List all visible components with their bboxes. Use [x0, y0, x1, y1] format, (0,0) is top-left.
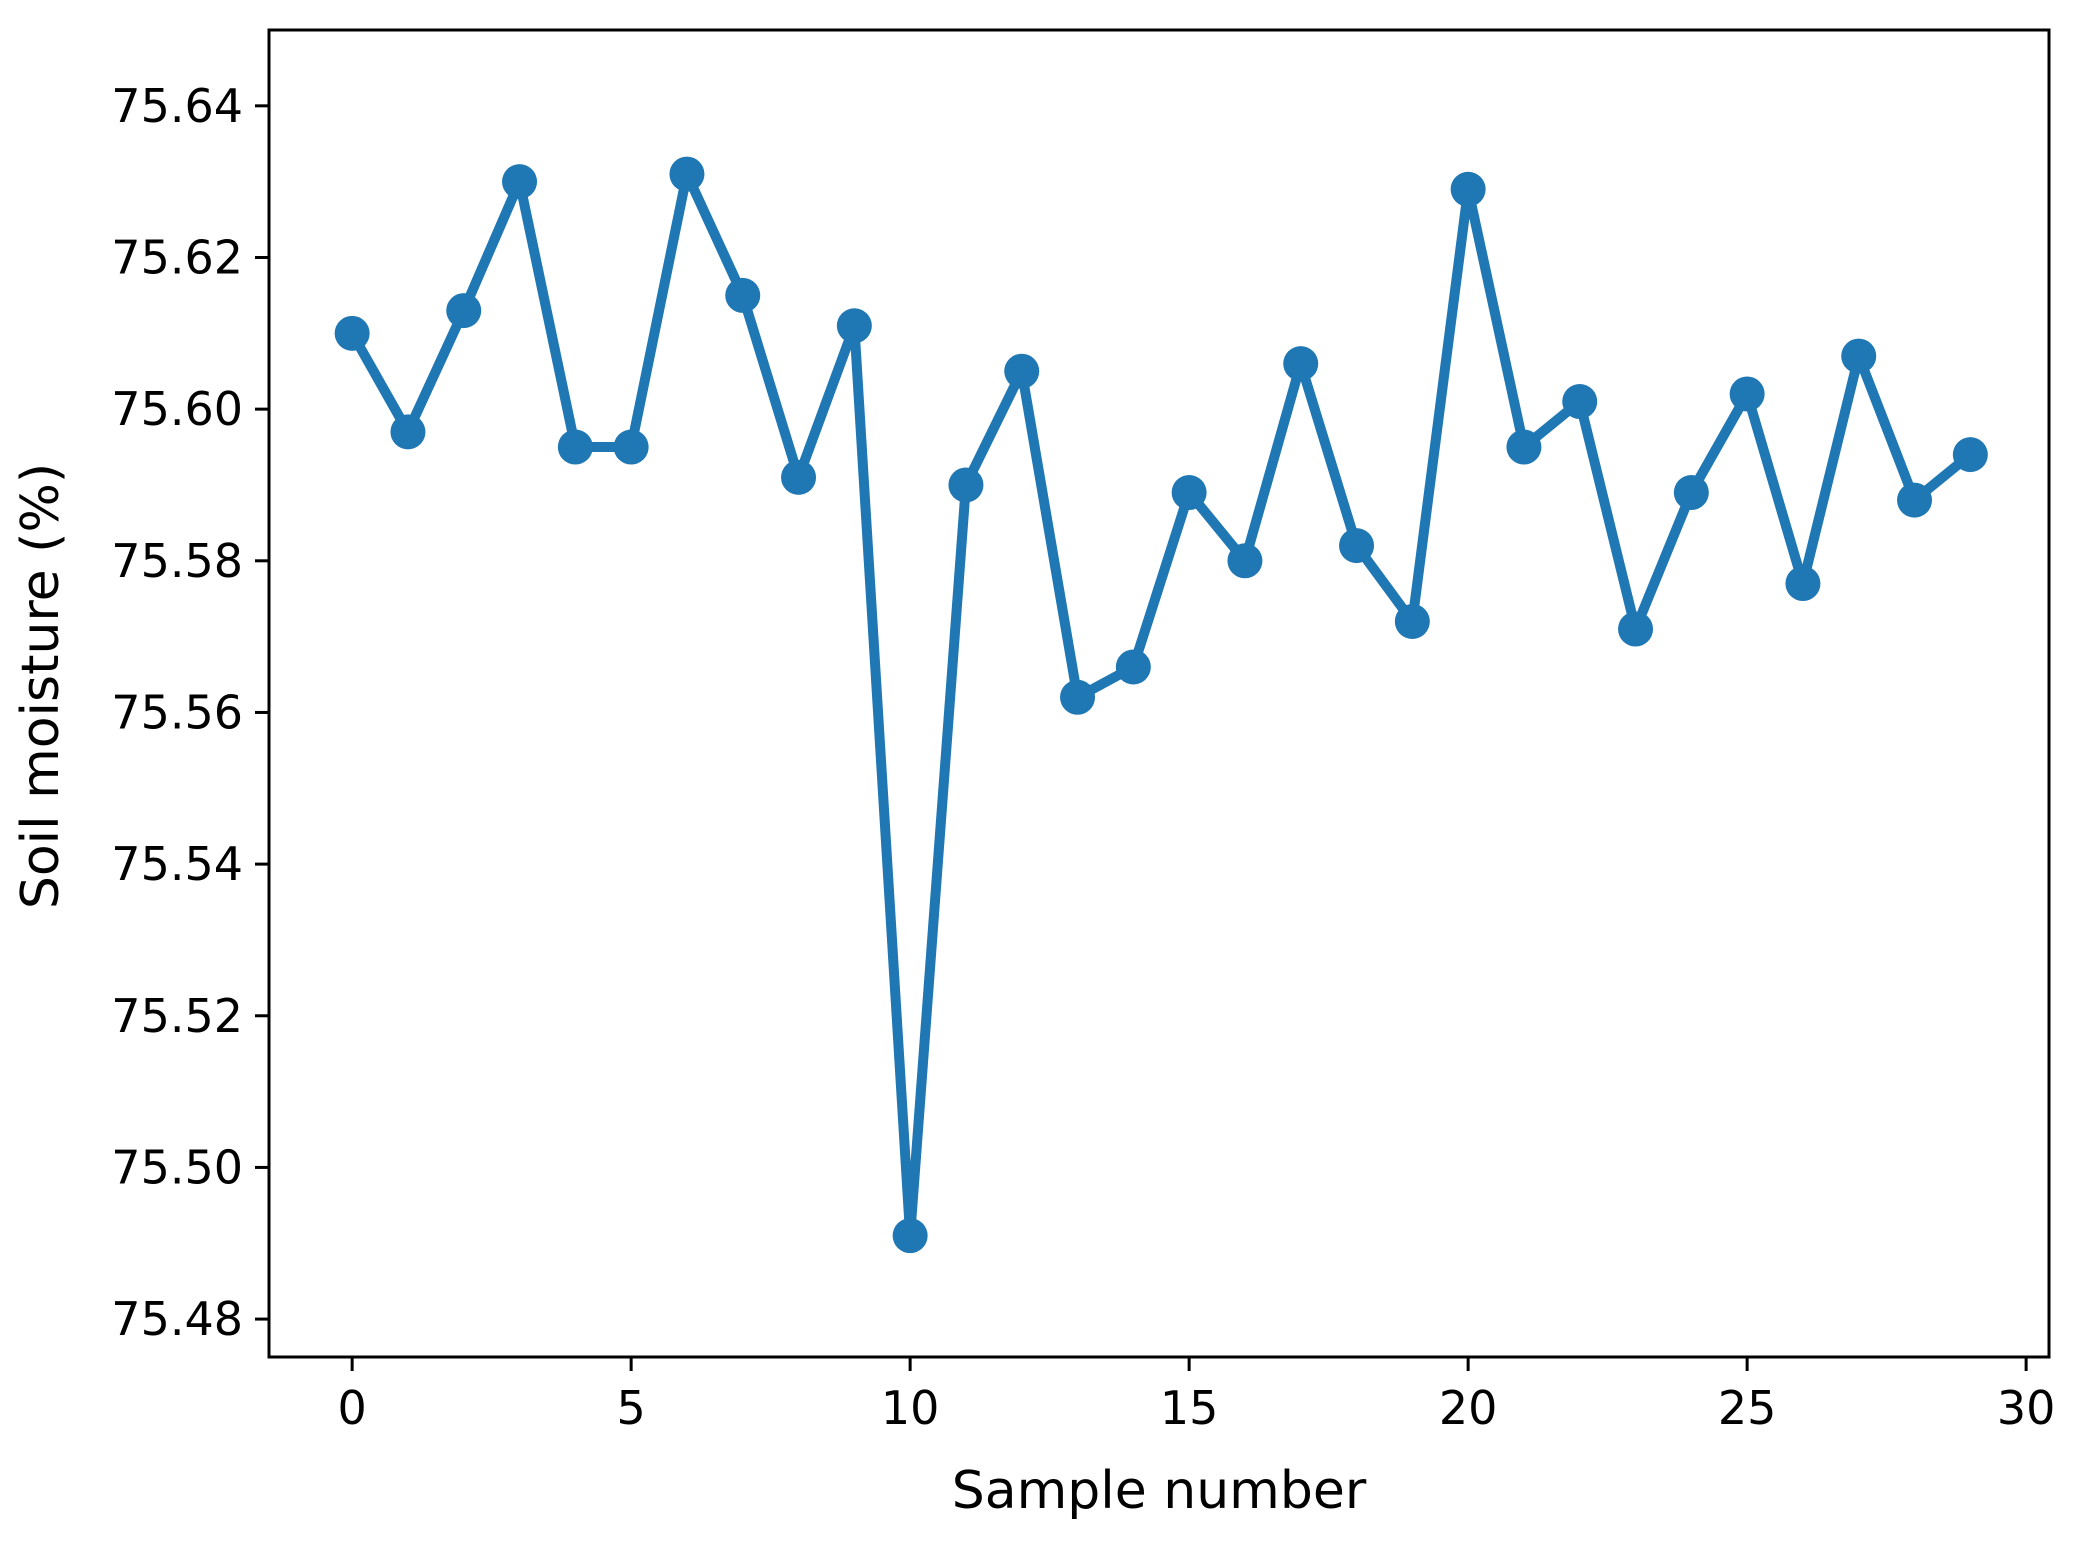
data-point-marker — [1897, 482, 1933, 518]
y-tick-label: 75.64 — [111, 79, 243, 133]
y-axis-label: Soil moisture (%) — [11, 463, 71, 909]
data-series — [334, 156, 1988, 1254]
data-point-marker — [557, 429, 593, 465]
data-point-marker — [1339, 528, 1375, 564]
x-tick-label: 30 — [1997, 1381, 2056, 1435]
data-point-marker — [1729, 376, 1765, 412]
data-point-marker — [446, 293, 482, 329]
data-point-marker — [1115, 649, 1151, 685]
y-tick-label: 75.56 — [111, 685, 243, 739]
data-point-marker — [1562, 384, 1598, 420]
data-point-marker — [725, 277, 761, 313]
x-tick-label: 15 — [1160, 1381, 1219, 1435]
data-point-marker — [1506, 429, 1542, 465]
data-point-marker — [1394, 603, 1430, 639]
data-point-marker — [781, 459, 817, 495]
y-tick-label: 75.62 — [111, 230, 243, 284]
x-tick-label: 0 — [338, 1381, 367, 1435]
data-point-marker — [390, 414, 426, 450]
plot-area — [269, 30, 2049, 1357]
data-point-marker — [948, 467, 984, 503]
data-point-marker — [892, 1218, 928, 1254]
x-tick-label: 10 — [881, 1381, 940, 1435]
data-point-marker — [1841, 338, 1877, 374]
plot-frame — [267, 28, 2051, 1359]
data-point-marker — [1618, 611, 1654, 647]
data-point-marker — [613, 429, 649, 465]
data-point-marker — [1673, 475, 1709, 511]
x-axis-label: Sample number — [952, 1461, 1367, 1521]
y-tick-label: 75.50 — [111, 1140, 243, 1194]
data-point-marker — [836, 308, 872, 344]
data-point-marker — [1283, 346, 1319, 382]
y-tick-label: 75.48 — [111, 1292, 243, 1346]
y-tick-label: 75.54 — [111, 837, 243, 891]
data-point-marker — [1952, 437, 1988, 473]
data-point-marker — [334, 315, 370, 351]
data-point-marker — [1785, 566, 1821, 602]
axis-ticks: 0 5 10 15 20 25 30 75.48 75.50 75.52 75.54 75.56 75.… — [111, 79, 2055, 1435]
data-point-marker — [669, 156, 705, 192]
x-tick-label: 5 — [616, 1381, 645, 1435]
y-tick-label: 75.52 — [111, 989, 243, 1043]
data-point-marker — [502, 164, 538, 200]
data-point-marker — [1227, 543, 1263, 579]
x-tick-label: 25 — [1718, 1381, 1777, 1435]
data-point-marker — [1171, 475, 1207, 511]
data-point-marker — [1450, 171, 1486, 207]
data-point-marker — [1004, 353, 1040, 389]
y-tick-label: 75.60 — [111, 382, 243, 436]
data-point-marker — [1060, 679, 1096, 715]
y-tick-label: 75.58 — [111, 534, 243, 588]
x-tick-label: 20 — [1439, 1381, 1498, 1435]
